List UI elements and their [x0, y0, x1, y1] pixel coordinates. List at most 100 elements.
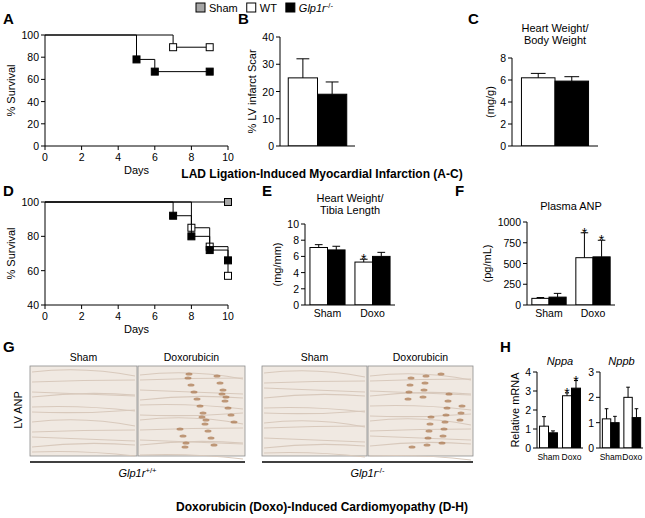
stain — [422, 381, 429, 384]
fiber — [32, 452, 135, 457]
x-tick-label: 10 — [222, 310, 234, 322]
y-tick-label: 0 — [515, 299, 521, 311]
stain — [428, 415, 435, 418]
fiber — [140, 440, 243, 444]
y-tick — [533, 410, 537, 411]
bar — [373, 256, 391, 305]
marks — [310, 245, 390, 305]
group-label: Glp1r+/+ — [118, 466, 157, 480]
chart-panel: Nppb0123ShamDoxo — [588, 355, 643, 462]
y-axis-label: Relative mRNA — [509, 372, 521, 448]
bar — [549, 433, 558, 448]
y-tick — [41, 123, 45, 124]
x-tick-label: 4 — [115, 310, 121, 322]
y-tick-label: 0 — [33, 140, 39, 152]
y-tick — [533, 372, 537, 373]
error-bar — [635, 409, 639, 418]
x-tick-label: 4 — [115, 151, 121, 163]
panel-letter: F — [455, 182, 464, 199]
group-line — [30, 461, 245, 463]
category-label: Doxo — [360, 307, 385, 319]
category-label: Sham — [535, 307, 563, 319]
category-label: Doxo — [581, 307, 606, 319]
y-tick — [301, 256, 305, 257]
stain — [421, 388, 428, 391]
chart-panel: D406080100% Survival0246810Days — [3, 182, 234, 335]
y-tick — [301, 240, 305, 241]
y-tick-label: 10 — [262, 113, 274, 125]
x-tick-label: 6 — [152, 310, 158, 322]
y-tick — [523, 305, 527, 306]
y-tick — [41, 146, 45, 147]
chart-panel: EHeart Weight/Tibia Length0246810(mg/mm)… — [262, 182, 395, 319]
fiber — [140, 418, 243, 424]
fiber — [264, 371, 365, 377]
y-tick-label: 20 — [27, 118, 39, 130]
y-tick — [508, 146, 512, 147]
y-tick-label: 6 — [293, 250, 299, 262]
fiber — [32, 370, 135, 376]
stain — [220, 388, 227, 391]
fiber — [140, 455, 243, 460]
y-tick-label: 4 — [293, 267, 299, 279]
fiber — [140, 378, 243, 380]
panel-letter: A — [3, 10, 14, 27]
survival-line — [45, 202, 228, 260]
y-tick-label: 500 — [503, 258, 521, 270]
fiber — [32, 380, 135, 382]
error-bar — [605, 409, 609, 419]
fiber — [264, 381, 365, 383]
y-tick — [41, 202, 45, 203]
category-label: Sham — [537, 452, 559, 462]
x-axis — [305, 305, 395, 306]
y-tick-label: 40 — [27, 299, 39, 311]
fiber — [370, 374, 471, 380]
fiber — [32, 443, 135, 447]
image-panel: GLV ANPShamDoxorubicinShamDoxorubicinGlp… — [3, 338, 473, 479]
fiber — [140, 413, 243, 416]
y-tick-label: 1 — [588, 417, 594, 429]
y-tick — [276, 118, 280, 119]
stain — [405, 397, 412, 400]
x-tick-label: 8 — [188, 151, 194, 163]
legend-swatch — [196, 3, 205, 12]
x-axis — [280, 146, 355, 147]
stain — [222, 399, 229, 402]
micrograph — [262, 366, 367, 456]
y-tick — [301, 224, 305, 225]
micrograph-texture — [264, 371, 365, 457]
error-bar — [564, 77, 579, 81]
stain — [231, 420, 238, 423]
y-tick — [41, 270, 45, 271]
column-label: Sham — [70, 351, 98, 363]
y-tick — [276, 37, 280, 38]
stain — [408, 376, 415, 379]
y-tick — [41, 79, 45, 80]
micrograph — [30, 366, 137, 456]
y-axis — [305, 224, 306, 305]
chart-title: Heart Weight/ — [521, 22, 589, 34]
y-tick-label: 80 — [27, 51, 39, 63]
y-axis-label: % LV infarct Scar — [246, 49, 258, 133]
panel-letter: G — [3, 338, 15, 355]
stain — [457, 418, 464, 421]
stain — [200, 411, 207, 414]
stain — [180, 434, 187, 437]
fiber — [370, 414, 471, 417]
fiber — [370, 392, 471, 396]
fiber — [32, 410, 135, 413]
stain — [439, 441, 446, 444]
gene-name: Glp1r — [118, 467, 146, 479]
fiber — [264, 411, 365, 414]
category-label: Sham — [600, 452, 622, 462]
image-axis-label: LV ANP — [12, 391, 24, 429]
x-tick — [154, 146, 155, 150]
x-tick — [45, 146, 46, 150]
x-tick — [45, 305, 46, 309]
column-label: Doxorubicin — [393, 351, 449, 363]
fiber — [140, 373, 243, 379]
fiber — [32, 407, 135, 412]
x-tick-label: 6 — [152, 151, 158, 163]
y-tick — [508, 124, 512, 125]
stain — [211, 443, 218, 446]
